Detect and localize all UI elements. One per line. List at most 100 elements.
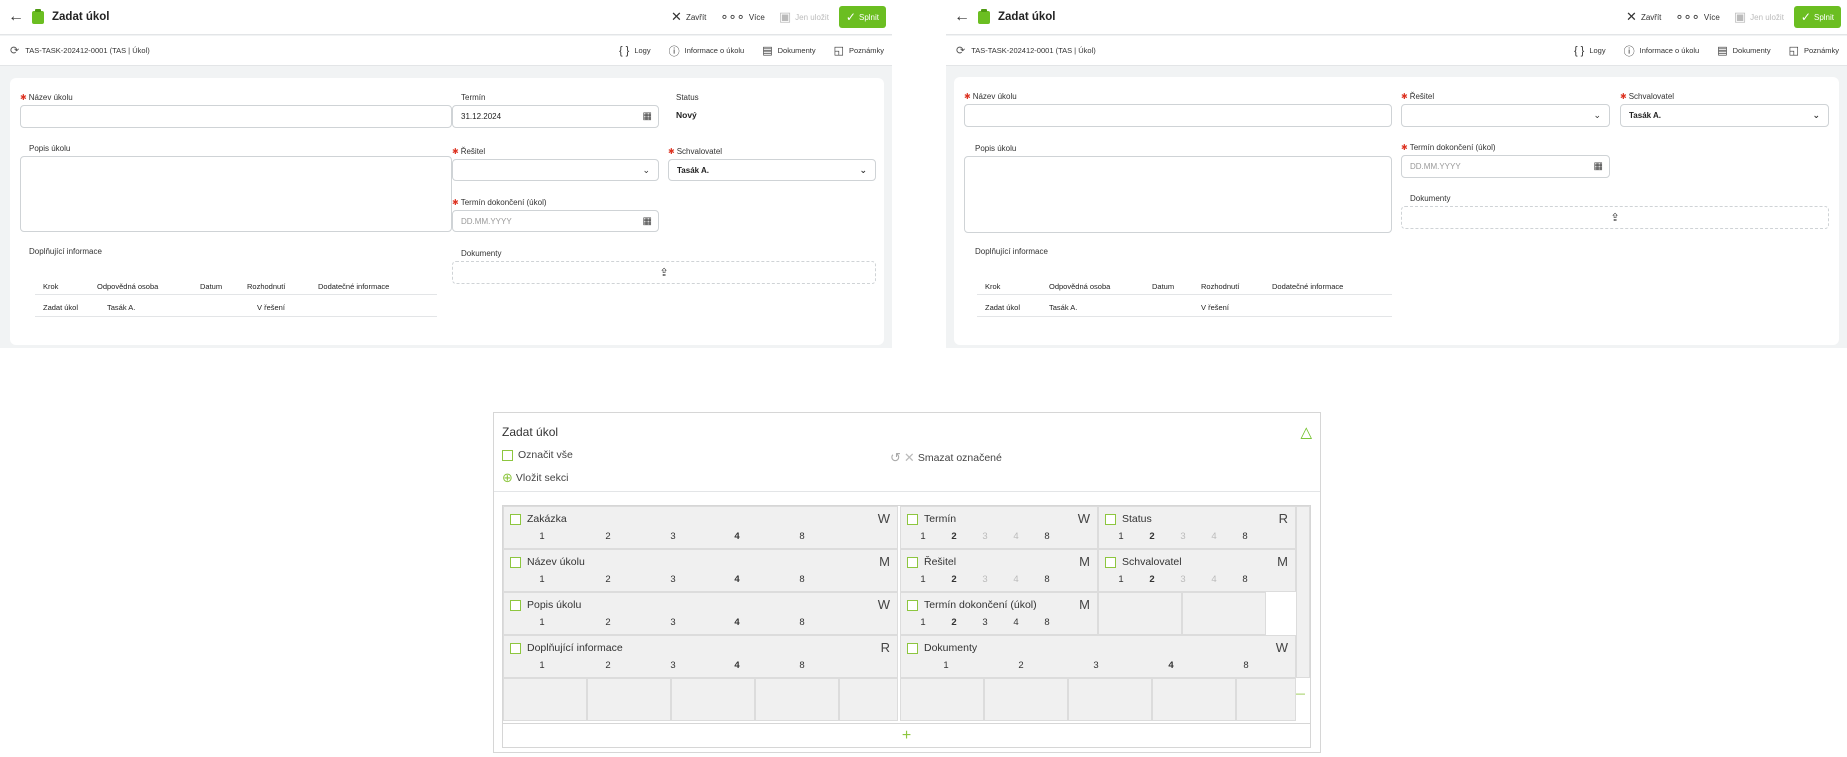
field-cell[interactable]: Řešitel M 1 2 3 4 8 (900, 549, 1098, 592)
width-option[interactable]: 1 (920, 531, 926, 542)
field-cell[interactable]: Dokumenty W 1 2 3 4 8 (900, 635, 1296, 678)
approver-select[interactable]: Tasák A. ⌄ (668, 159, 876, 181)
calendar-icon[interactable]: ▦ (1593, 161, 1603, 172)
width-option[interactable]: 4 (1211, 531, 1217, 542)
width-option[interactable]: 1 (943, 660, 949, 671)
completion-date-input[interactable]: DD.MM.YYYY ▦ (452, 210, 659, 232)
width-option[interactable]: 2 (605, 574, 611, 585)
permission-badge[interactable]: W (877, 511, 890, 526)
notes-button[interactable]: ◱ Poznámky (1788, 45, 1839, 57)
width-option[interactable]: 2 (605, 531, 611, 542)
permission-badge[interactable]: M (1079, 597, 1090, 612)
field-checkbox[interactable] (907, 556, 918, 568)
permission-badge[interactable]: R (880, 640, 890, 655)
undo-icon[interactable]: ↺ (890, 450, 901, 465)
task-desc-textarea[interactable] (964, 156, 1392, 233)
width-option[interactable]: 8 (799, 617, 805, 628)
width-option[interactable]: 2 (1018, 660, 1024, 671)
empty-slot[interactable] (1296, 506, 1310, 678)
field-cell[interactable]: Termín dokončení (úkol) M 1 2 3 4 8 (900, 592, 1098, 635)
width-option[interactable]: 8 (1242, 531, 1248, 542)
save-only-button[interactable]: ▣ Jen uložit (1733, 9, 1784, 24)
empty-slot[interactable] (755, 678, 839, 721)
field-cell[interactable]: Doplňující informace R 1 2 3 4 8 (503, 635, 898, 678)
permission-badge[interactable]: R (1278, 511, 1288, 526)
approver-select[interactable]: Tasák A. ⌄ (1620, 104, 1829, 127)
resize-handle-icon[interactable]: — (1293, 686, 1305, 700)
calendar-icon[interactable]: ▦ (642, 215, 652, 227)
add-row-button[interactable]: + (503, 723, 1310, 747)
width-option[interactable]: 4 (1211, 574, 1217, 585)
width-option[interactable]: 8 (1044, 617, 1050, 628)
field-cell[interactable]: Schvalovatel M 1 2 3 4 8 (1098, 549, 1296, 592)
completion-date-input[interactable]: DD.MM.YYYY ▦ (1401, 155, 1610, 178)
empty-slot[interactable] (1068, 678, 1152, 721)
empty-slot[interactable] (1182, 592, 1266, 635)
width-option[interactable]: 8 (799, 660, 805, 671)
width-option[interactable]: 2 (1149, 574, 1155, 585)
empty-slot[interactable] (839, 678, 898, 721)
field-cell[interactable]: Termín W 1 2 3 4 8 (900, 506, 1098, 549)
field-checkbox[interactable] (510, 599, 521, 611)
width-option[interactable]: 3 (1180, 574, 1186, 585)
permission-badge[interactable]: M (1277, 554, 1288, 569)
document-upload-zone[interactable]: ⇪ (452, 261, 876, 284)
close-button[interactable]: ✕ Zavřít (1626, 9, 1662, 24)
width-option[interactable]: 4 (1013, 617, 1019, 628)
permission-badge[interactable]: W (877, 597, 890, 612)
deadline-input[interactable]: 31.12.2024 ▦ (452, 105, 659, 128)
width-option[interactable]: 1 (920, 574, 926, 585)
width-option[interactable]: 4 (734, 531, 740, 542)
complete-button[interactable]: ✓ Splnit (1793, 6, 1841, 28)
empty-slot[interactable] (587, 678, 671, 721)
notes-button[interactable]: ◱ Poznámky (833, 45, 884, 57)
empty-slot[interactable] (1152, 678, 1236, 721)
width-option[interactable]: 1 (920, 617, 926, 628)
width-option[interactable]: 8 (799, 531, 805, 542)
empty-slot[interactable] (1236, 678, 1296, 721)
field-checkbox[interactable] (510, 513, 521, 525)
field-checkbox[interactable] (907, 513, 918, 525)
width-option[interactable]: 8 (1044, 574, 1050, 585)
empty-slot[interactable] (1098, 592, 1182, 635)
width-option[interactable]: 3 (1093, 660, 1099, 671)
width-option[interactable]: 2 (951, 617, 957, 628)
width-option[interactable]: 2 (605, 617, 611, 628)
logs-button[interactable]: { } Logy (618, 44, 651, 57)
task-name-input[interactable] (964, 104, 1392, 127)
delete-selected-button[interactable]: ↺ ✕ Smazat označené (890, 450, 1002, 465)
width-option[interactable]: 3 (982, 617, 988, 628)
more-button[interactable]: ∘∘∘ Více (720, 9, 765, 24)
task-desc-textarea[interactable] (20, 156, 452, 232)
width-option[interactable]: 1 (1118, 574, 1124, 585)
width-option[interactable]: 4 (1013, 574, 1019, 585)
field-cell[interactable]: Název úkolu M 1 2 3 4 8 (503, 549, 898, 592)
task-info-button[interactable]: ⓘ Informace o úkolu (1624, 43, 1700, 59)
width-option[interactable]: 3 (982, 574, 988, 585)
empty-slot[interactable] (900, 678, 984, 721)
field-checkbox[interactable] (907, 599, 918, 611)
width-option[interactable]: 4 (734, 574, 740, 585)
checkbox[interactable] (502, 449, 513, 461)
width-option[interactable]: 2 (951, 574, 957, 585)
task-name-input[interactable] (20, 105, 452, 128)
insert-section-button[interactable]: ⊕ Vložit sekci (502, 470, 569, 485)
back-arrow-icon[interactable]: ← (8, 8, 24, 25)
permission-badge[interactable]: M (879, 554, 890, 569)
width-option[interactable]: 4 (734, 660, 740, 671)
collapse-triangle-icon[interactable]: △ (1300, 424, 1312, 441)
empty-slot[interactable] (984, 678, 1068, 721)
solver-select[interactable]: ⌄ (452, 159, 659, 181)
select-all-checkbox[interactable]: Označit vše (502, 449, 573, 461)
width-option[interactable]: 8 (799, 574, 805, 585)
empty-slot[interactable] (671, 678, 755, 721)
field-checkbox[interactable] (1105, 513, 1116, 525)
field-checkbox[interactable] (1105, 556, 1116, 568)
width-option[interactable]: 1 (539, 531, 545, 542)
task-info-button[interactable]: ⓘ Informace o úkolu (669, 43, 745, 59)
width-option[interactable]: 3 (670, 574, 676, 585)
width-option[interactable]: 1 (1118, 531, 1124, 542)
field-checkbox[interactable] (510, 642, 521, 654)
width-option[interactable]: 3 (670, 660, 676, 671)
width-option[interactable]: 8 (1242, 574, 1248, 585)
